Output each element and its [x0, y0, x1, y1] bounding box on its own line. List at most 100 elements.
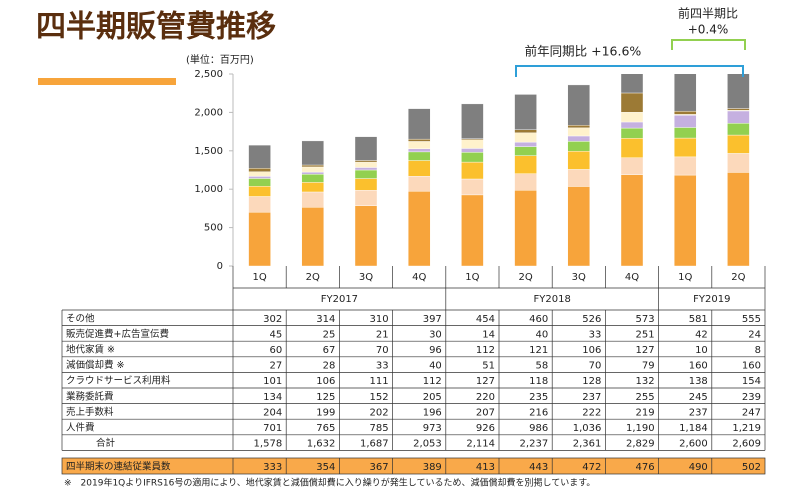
table-cell: 28: [323, 361, 336, 372]
bar-segment: [674, 137, 697, 158]
table-cell: 581: [689, 314, 708, 325]
table-cell: 460: [529, 314, 548, 325]
bar-segment: [408, 141, 431, 150]
table-cell: 112: [476, 345, 495, 356]
y-tick-label: 0: [217, 261, 223, 272]
footnote: ※ 2019年1QよりIFRS16号の適用により、地代家賃と減価償却費に入り繰り…: [64, 477, 595, 489]
bar-segment: [248, 144, 271, 169]
bar-segment: [567, 150, 590, 170]
table-cell: 397: [423, 314, 442, 325]
row-label: 四半期末の連結従業員数: [66, 461, 171, 473]
row-label: 売上手数料: [66, 406, 114, 418]
bar-segment: [354, 160, 378, 163]
table-cell: 51: [482, 361, 495, 372]
bar-segment: [727, 153, 750, 173]
table-cell: 112: [423, 376, 442, 387]
table-cell: 134: [263, 392, 282, 403]
row-label: 地代家賃 ※: [66, 344, 115, 356]
bar-segment: [461, 148, 484, 153]
table-cell: 106: [582, 345, 601, 356]
bar-segment: [620, 92, 644, 113]
x-tick-label: 2Q: [731, 272, 745, 283]
bar-segment: [514, 141, 537, 147]
bar-segment: [408, 151, 431, 161]
bar-segment: [674, 156, 697, 176]
bar-segment: [674, 114, 697, 128]
x-tick-label: 2Q: [518, 272, 532, 283]
table-cell: 125: [316, 392, 335, 403]
bar-segment: [248, 186, 271, 197]
table-cell: 67: [323, 345, 336, 356]
annotation: 前年同期比 +16.6%: [525, 44, 642, 59]
table-cell: 79: [642, 361, 655, 372]
bar-segment: [727, 110, 750, 124]
bar-segment: [620, 157, 644, 175]
bar-segment: [461, 152, 484, 163]
x-tick-label: 1Q: [252, 272, 266, 283]
table-cell: 40: [535, 329, 548, 340]
bar-segment: [301, 191, 324, 208]
table-cell: 121: [529, 345, 548, 356]
y-tick-label: 1,500: [194, 146, 223, 157]
y-tick-label: 1,000: [194, 184, 223, 195]
bar-segment: [674, 110, 697, 115]
bar-segment: [567, 141, 590, 152]
bar-segment: [727, 123, 750, 136]
plot: [248, 74, 750, 266]
x-tick-label: 4Q: [625, 272, 639, 283]
table-cell: 476: [636, 462, 655, 473]
table-cell: 128: [582, 376, 601, 387]
row-label: 合計: [96, 437, 116, 449]
bar-segment: [301, 171, 324, 175]
table-cell: 2,053: [413, 439, 442, 450]
bar-segment: [620, 138, 644, 158]
bar-segment: [301, 174, 324, 183]
bar-segment: [248, 168, 271, 172]
table-cell: 222: [582, 407, 601, 418]
bar-segment: [514, 155, 537, 174]
bar-segment: [567, 84, 590, 126]
table-cell: 502: [742, 462, 761, 473]
table-cell: 2,237: [520, 439, 549, 450]
table-cell: 701: [263, 423, 282, 434]
bar-segment: [674, 74, 697, 112]
table-cell: 354: [316, 462, 335, 473]
table-cell: 25: [323, 329, 336, 340]
table-cell: 160: [689, 361, 708, 372]
bar-segment: [620, 174, 644, 266]
bar-segment: [408, 108, 431, 140]
table-cell: 70: [376, 345, 389, 356]
table-cell: 127: [636, 345, 655, 356]
bar-segment: [301, 164, 324, 168]
table-cell: 138: [689, 376, 708, 387]
table-cell: 219: [636, 407, 655, 418]
chart-title: 四半期販管費推移: [36, 10, 276, 45]
table-cell: 30: [429, 329, 442, 340]
bar-segment: [620, 112, 644, 123]
table-cell: 239: [742, 392, 761, 403]
table-cell: 2,361: [573, 439, 602, 450]
employee-row: [61, 457, 766, 475]
table-cell: 106: [316, 376, 335, 387]
table-cell: 27: [269, 361, 282, 372]
table-cell: 1,578: [254, 439, 283, 450]
row-label: 業務委託費: [66, 390, 114, 402]
table-cell: 573: [636, 314, 655, 325]
bar-segment: [354, 178, 378, 191]
table-cell: 199: [316, 407, 335, 418]
bar-segment: [408, 160, 431, 177]
bar-segment: [354, 169, 378, 179]
bar-segment: [567, 135, 590, 142]
table-cell: 152: [370, 392, 389, 403]
x-tick-label: 1Q: [465, 272, 479, 283]
bar-segment: [567, 169, 590, 187]
bar-segment: [620, 74, 644, 94]
table-cell: 40: [429, 361, 442, 372]
table-cell: 2,609: [732, 439, 761, 450]
bar-segment: [248, 178, 271, 187]
table-cell: 1,219: [732, 423, 761, 434]
bar-segment: [674, 127, 697, 139]
table-cell: 196: [423, 407, 442, 418]
bar-segment: [567, 186, 590, 266]
bar-segment: [727, 134, 750, 154]
